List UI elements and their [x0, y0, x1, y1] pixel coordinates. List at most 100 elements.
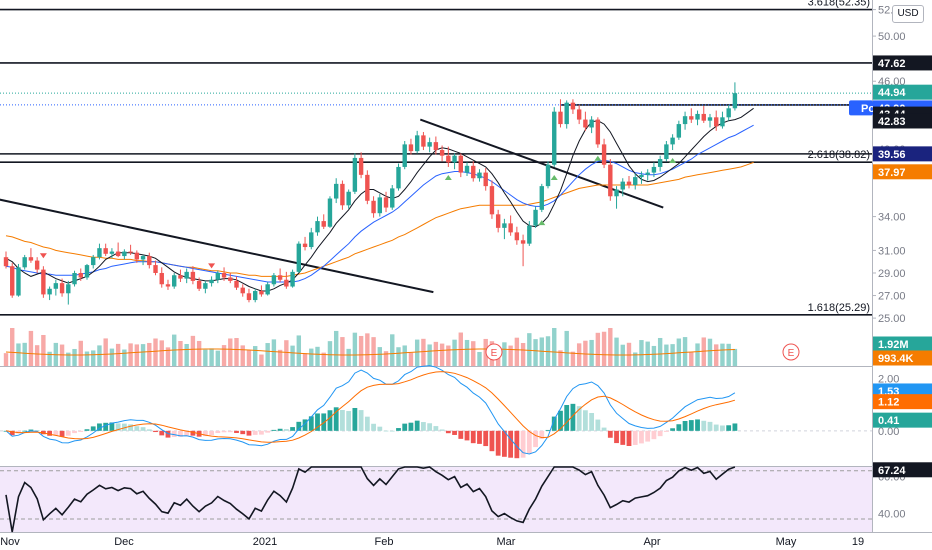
candle-body [228, 277, 233, 281]
macd-histogram-bar [84, 429, 90, 431]
price-tick: 31.00 [878, 245, 906, 257]
candle [16, 263, 21, 297]
macd-histogram-bar [65, 430, 71, 436]
macd-histogram-bar [483, 430, 489, 447]
candle-body [309, 232, 314, 248]
candle [78, 268, 83, 281]
macd-histogram-bar [558, 410, 563, 431]
candle-body [377, 197, 382, 214]
candle-body [47, 288, 52, 295]
macd-tick: 0.00 [878, 426, 899, 438]
earnings-marker[interactable] [485, 343, 503, 361]
candle-body [340, 183, 345, 206]
volume-bar [16, 343, 21, 366]
candle [215, 270, 221, 284]
volume-bar [265, 343, 270, 366]
candle [614, 186, 619, 209]
candle [203, 280, 208, 294]
macd-histogram-bar [47, 430, 53, 436]
candle [321, 214, 326, 229]
volume-bar [41, 334, 46, 366]
macd-histogram-bar [308, 416, 314, 431]
macd-histogram-bar [445, 430, 451, 434]
volume-panel [3, 328, 738, 366]
candle [246, 288, 252, 303]
volume-bar [433, 341, 439, 366]
candle [427, 137, 432, 153]
candle [533, 206, 538, 228]
macd-histogram-bar [495, 430, 501, 456]
candle-body [358, 157, 364, 175]
candle [527, 221, 532, 246]
candle [122, 249, 127, 260]
macd-histogram-bar [165, 430, 171, 438]
candle-body [689, 116, 694, 120]
candle-body [670, 137, 675, 145]
volume-bar [103, 338, 108, 366]
candle-body [315, 221, 320, 233]
volume-bar [390, 334, 395, 366]
candle-body [645, 172, 650, 175]
volume-bar [284, 340, 289, 366]
price-axis[interactable]: 52.3550.0046.0040.0034.0031.0029.0027.00… [849, 0, 932, 532]
macd-histogram-bar [470, 430, 476, 444]
candle-body [614, 189, 619, 197]
candle [66, 280, 71, 305]
price-badge-bg [873, 84, 932, 100]
candle [483, 168, 488, 191]
volume-bar [645, 341, 650, 366]
macd-histogram-bar [364, 416, 370, 431]
currency-label[interactable]: USD [892, 5, 924, 23]
volume-bar [321, 352, 326, 366]
candle [327, 196, 333, 228]
macd-histogram-bar [227, 430, 233, 433]
macd-histogram-bar [34, 430, 40, 431]
volume-ma-badge: 993.4K [878, 353, 914, 365]
candle [346, 189, 351, 209]
candle [271, 272, 277, 287]
candle [701, 106, 706, 123]
macd-histogram-bar [59, 430, 65, 437]
volume-bar [134, 344, 140, 366]
macd-histogram-bar [302, 419, 308, 431]
candle-body [284, 279, 289, 287]
macd-histogram-bar [209, 430, 214, 436]
price-badge: 39.56 [878, 149, 906, 161]
macd-histogram-bar [458, 430, 464, 439]
macd-histogram-bar [346, 411, 352, 431]
macd-histogram-bar [614, 430, 619, 444]
candle-body [72, 272, 77, 285]
earnings-marker[interactable] [782, 343, 800, 361]
macd-histogram-bar [402, 423, 408, 431]
candle [10, 262, 15, 298]
candle [259, 285, 264, 297]
time-axis[interactable]: Nov Dec 2021 Feb Mar Apr May 19 [0, 533, 932, 550]
candle-body [589, 119, 594, 128]
macd-histogram-bar [508, 430, 514, 458]
fib-label: 2.618(38.82) [808, 149, 870, 161]
volume-bar [28, 330, 34, 366]
volume-bar [91, 350, 96, 366]
macd-line [5, 365, 736, 455]
candle [514, 226, 520, 245]
volume-bar [657, 337, 663, 366]
macd-histogram-bar [620, 430, 626, 445]
volume-bar [340, 337, 345, 366]
candle [489, 180, 495, 219]
volume-bar [520, 343, 526, 366]
macd-histogram-bar [726, 425, 732, 431]
candle-body [209, 279, 214, 284]
macd-histogram-bar [178, 430, 183, 437]
candle-body [109, 251, 115, 254]
volume-bar [159, 340, 164, 366]
candle-body [259, 291, 264, 295]
time-tick: 19 [852, 536, 864, 548]
macd-histogram-bar [283, 429, 289, 431]
candle [720, 111, 725, 129]
volume-bar [352, 332, 358, 366]
volume-bar [689, 352, 694, 366]
volume-bar [714, 344, 719, 366]
macd-histogram-bar [140, 427, 146, 431]
volume-bar [682, 337, 688, 366]
